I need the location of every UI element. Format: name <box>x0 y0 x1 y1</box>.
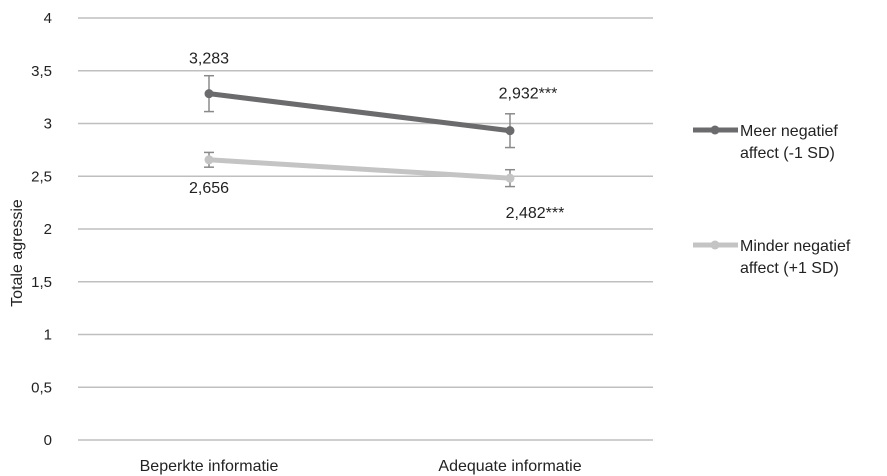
legend-label: Minder negatief <box>740 238 851 255</box>
y-tick-label: 3 <box>44 116 52 133</box>
x-category-label: Beperkte informatie <box>140 458 279 475</box>
data-label: 2,656 <box>189 180 229 197</box>
legend-marker <box>710 240 720 250</box>
y-tick-label: 4 <box>44 10 52 27</box>
series-line <box>206 157 513 181</box>
y-tick-label: 1 <box>44 327 52 344</box>
data-point <box>204 155 214 165</box>
y-tick-label: 0,5 <box>31 379 52 396</box>
y-tick-label: 0 <box>44 432 52 449</box>
data-point <box>505 126 515 136</box>
grid-lines <box>78 17 653 441</box>
y-tick-label: 1,5 <box>31 274 52 291</box>
series-group: 3,283 2,932*** 2,656 2,482*** <box>189 51 564 223</box>
legend-marker <box>710 125 720 135</box>
data-label: 2,482*** <box>506 205 565 222</box>
data-point <box>505 173 515 183</box>
legend-label: Meer negatief <box>740 123 838 140</box>
x-category-labels: Beperkte informatie Adequate informatie <box>140 458 582 475</box>
y-axis-label: Totale agressie <box>9 199 26 307</box>
x-category-label: Adequate informatie <box>438 458 581 475</box>
series-line <box>206 91 513 134</box>
data-label: 3,283 <box>189 51 229 68</box>
y-tick-label: 2 <box>44 221 52 238</box>
data-label: 2,932*** <box>499 86 558 103</box>
y-tick-label: 2,5 <box>31 168 52 185</box>
legend: Meer negatief affect (-1 SD) Minder negati… <box>693 123 851 277</box>
legend-label: affect (-1 SD) <box>740 145 835 162</box>
y-tick-labels: 0 0,5 1 1,5 2 2,5 3 3,5 4 <box>31 10 52 449</box>
legend-label: affect (+1 SD) <box>740 260 839 277</box>
data-point <box>204 89 214 99</box>
y-tick-label: 3,5 <box>31 63 52 80</box>
